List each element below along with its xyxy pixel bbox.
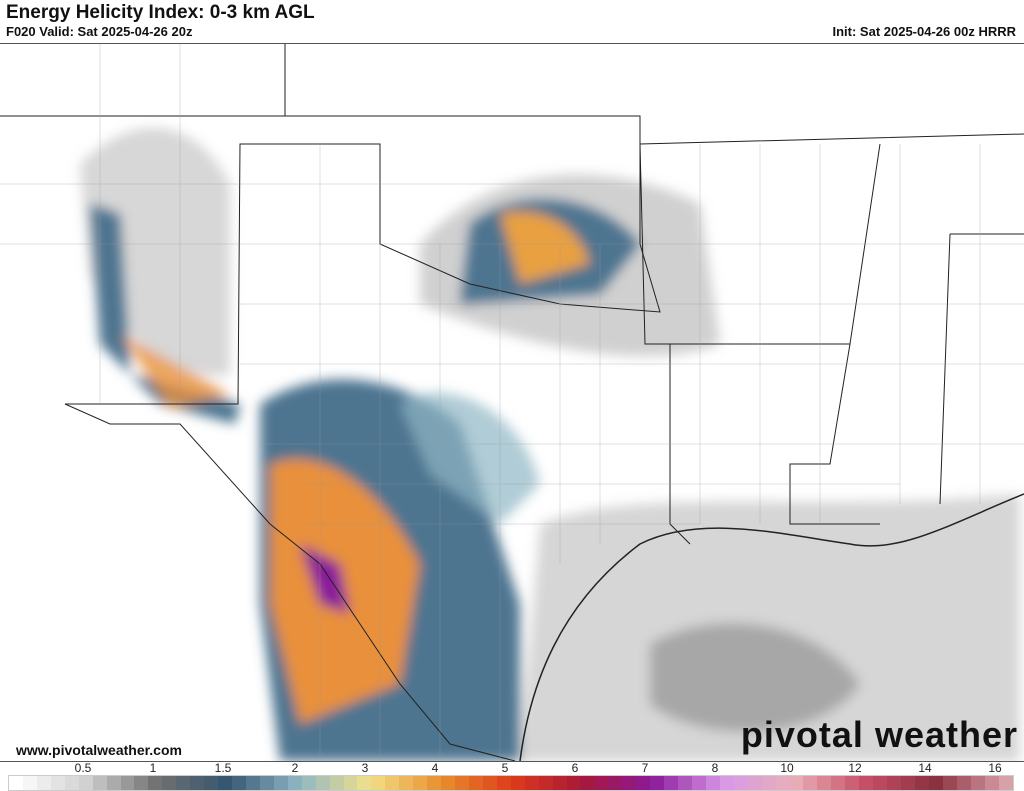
colorbar-swatch: [482, 776, 497, 790]
colorbar-swatch: [371, 776, 386, 790]
valid-time: F020 Valid: Sat 2025-04-26 20z: [6, 24, 193, 39]
tick-label: 5: [501, 761, 509, 775]
colorbar-swatch: [64, 776, 79, 790]
init-time: Init: Sat 2025-04-26 00z HRRR: [832, 24, 1016, 39]
colorbar-swatch: [385, 776, 400, 790]
colorbar-swatch: [399, 776, 414, 790]
county-lines: [0, 44, 1024, 761]
colorbar-swatch: [747, 776, 762, 790]
website-url[interactable]: www.pivotalweather.com: [14, 742, 184, 758]
colorbar-swatch: [36, 776, 51, 790]
colorbar-swatch: [232, 776, 246, 790]
colorbar-swatch: [594, 776, 609, 790]
colorbar-swatch: [190, 776, 205, 790]
colorbar: [8, 775, 1014, 791]
tick-label: 7: [641, 761, 649, 775]
colorbar-swatch: [678, 776, 692, 790]
colorbar-swatch: [120, 776, 135, 790]
pivotal-weather-logo: pivotal weather: [740, 714, 1018, 755]
colorbar-swatch: [914, 776, 929, 790]
colorbar-swatch: [705, 776, 720, 790]
colorbar-swatch: [92, 776, 107, 790]
tick-label: 14: [918, 761, 932, 775]
ehi-field: [80, 127, 1020, 761]
colorbar-swatch: [566, 776, 581, 790]
colorbar-swatch: [22, 776, 37, 790]
colorbar-swatch: [413, 776, 428, 790]
colorbar-swatch: [775, 776, 790, 790]
colorbar-swatch: [176, 776, 191, 790]
colorbar-swatch: [9, 776, 23, 790]
colorbar-swatch: [287, 776, 302, 790]
colorbar-swatch: [468, 776, 483, 790]
colorbar-swatch: [956, 776, 971, 790]
colorbar-swatch: [901, 776, 915, 790]
colorbar-swatch: [259, 776, 274, 790]
colorbar-swatch: [873, 776, 888, 790]
tick-label: 10: [780, 761, 794, 775]
tick-label: 8: [711, 761, 719, 775]
colorbar-swatch: [552, 776, 567, 790]
tick-label: 4: [431, 761, 439, 775]
tick-label: 1.5: [214, 761, 232, 775]
colorbar-swatch: [942, 776, 957, 790]
colorbar-swatch: [608, 776, 623, 790]
colorbar-swatch: [301, 776, 316, 790]
colorbar-swatch: [315, 776, 330, 790]
colorbar-swatch: [134, 776, 149, 790]
colorbar-swatch: [162, 776, 177, 790]
colorbar-swatch: [441, 776, 455, 790]
colorbar-swatch: [245, 776, 260, 790]
colorbar-swatch: [817, 776, 832, 790]
tick-label: 12: [848, 761, 862, 775]
colorbar-swatch: [984, 776, 999, 790]
weather-map[interactable]: [0, 43, 1024, 762]
colorbar-swatch: [803, 776, 818, 790]
colorbar-swatch: [636, 776, 651, 790]
colorbar-swatch: [524, 776, 539, 790]
colorbar-swatch: [789, 776, 804, 790]
colorbar-swatch: [887, 776, 901, 790]
colorbar-swatch: [455, 776, 469, 790]
colorbar-swatch: [831, 776, 846, 790]
colorbar-swatch: [329, 776, 344, 790]
colorbar-swatch: [343, 776, 358, 790]
colorbar-ticks: 0.5 1 1.5 2 3 4 5 6 7 8 10 12 14 16: [0, 761, 1024, 775]
tick-label: 6: [571, 761, 579, 775]
colorbar-swatch: [357, 776, 372, 790]
colorbar-swatch: [719, 776, 734, 790]
colorbar-swatch: [761, 776, 776, 790]
map-title: Energy Helicity Index: 0-3 km AGL: [6, 2, 315, 23]
colorbar-swatch: [650, 776, 665, 790]
colorbar-swatch: [928, 776, 943, 790]
colorbar-swatch: [148, 776, 163, 790]
tick-label: 1: [149, 761, 157, 775]
colorbar-swatch: [580, 776, 595, 790]
tick-label: 2: [291, 761, 299, 775]
colorbar-swatch: [78, 776, 93, 790]
colorbar-swatch: [733, 776, 748, 790]
colorbar-swatch: [664, 776, 678, 790]
colorbar-swatch: [106, 776, 121, 790]
colorbar-swatch: [496, 776, 511, 790]
tick-label: 0.5: [74, 761, 92, 775]
colorbar-swatch: [427, 776, 442, 790]
colorbar-swatch: [510, 776, 525, 790]
colorbar-swatch: [691, 776, 706, 790]
colorbar-swatch: [538, 776, 553, 790]
state-borders: [0, 44, 1024, 761]
colorbar-swatch: [218, 776, 232, 790]
tick-label: 16: [988, 761, 1002, 775]
map-canvas: [0, 44, 1024, 761]
colorbar-swatch: [273, 776, 288, 790]
colorbar-swatch: [998, 776, 1013, 790]
colorbar-swatch: [204, 776, 219, 790]
colorbar-swatch: [622, 776, 637, 790]
colorbar-swatch: [50, 776, 65, 790]
colorbar-swatch: [845, 776, 860, 790]
colorbar-swatch: [859, 776, 874, 790]
colorbar-swatch: [970, 776, 985, 790]
tick-label: 3: [361, 761, 369, 775]
